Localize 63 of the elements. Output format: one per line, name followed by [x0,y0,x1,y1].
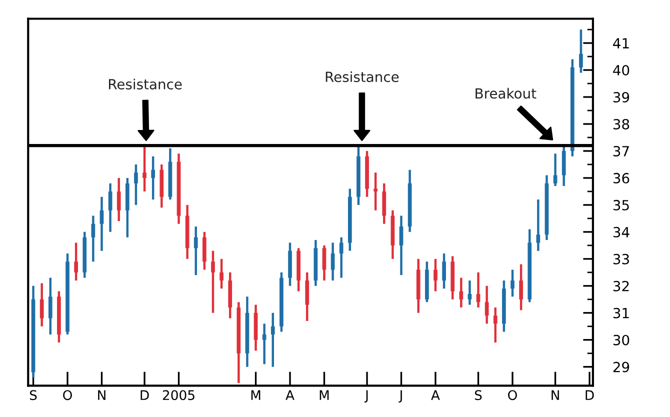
candlestick [322,244,326,282]
y-tick-label: 35 [613,200,629,210]
x-tick-label: D [140,390,149,400]
x-tick-label: A [431,390,440,400]
candlestick [40,282,44,328]
candlestick [330,242,335,282]
candlestick [476,271,480,309]
candlestick [339,236,344,279]
candlestick [553,152,558,188]
annotation: Breakout [476,88,536,99]
candlestick [468,279,472,306]
x-tick-label: J [398,390,402,403]
y-tick-label: 41 [613,38,629,48]
x-tick-label: D [586,390,594,400]
candlestick [374,171,378,212]
y-tick-label: 40 [613,65,630,76]
candlestick [108,182,112,234]
y-tick-label: 34 [613,226,630,238]
candlestick [519,263,523,312]
candlestick [116,176,121,222]
y-tick-label: 29 [613,362,630,372]
candlestick [459,276,464,309]
candlestick [442,252,446,290]
y-tick-label: 38 [613,118,630,130]
candlestick [220,258,224,290]
candlestick [100,196,104,252]
y-tick-label: 33 [613,254,629,264]
candlestick [579,28,583,74]
candlestick [151,155,156,201]
candlestick [211,250,215,314]
candlestick [399,214,404,276]
candlestick [74,242,78,282]
x-tick-label: N [98,390,106,400]
x-tick-label: O [508,390,517,400]
y-tick-label: 30 [613,334,630,346]
x-tick-label: S [474,390,482,400]
annotation: Resistance [326,71,399,82]
y-tick-label: 32 [613,280,629,292]
x-tick-label: 2005 [162,390,194,400]
x-tick-label: M [320,390,329,400]
x-tick-label: N [552,390,559,400]
x-tick-label: A [286,390,294,400]
annotation: Resistance [109,78,182,90]
y-tick-label: 39 [613,92,630,102]
candlestick [484,284,489,325]
y-tick-label: 37 [613,146,629,156]
candlestick [434,258,438,292]
candlestick [262,322,266,366]
y-tick-label: 31 [613,308,629,318]
candlestick [270,312,275,368]
x-tick-label: J [364,390,368,403]
x-tick-label: O [63,390,72,400]
y-tick-label: 36 [613,172,630,184]
candlestick [194,225,198,276]
candlestick [91,214,96,263]
candlestick [134,163,138,206]
x-tick-label: M [251,390,260,400]
candlestick [536,198,540,252]
x-tick-label: S [30,390,37,400]
candlestick [142,144,146,193]
candlestick [493,306,498,344]
candlestick [48,276,52,336]
candlestick [510,268,514,298]
